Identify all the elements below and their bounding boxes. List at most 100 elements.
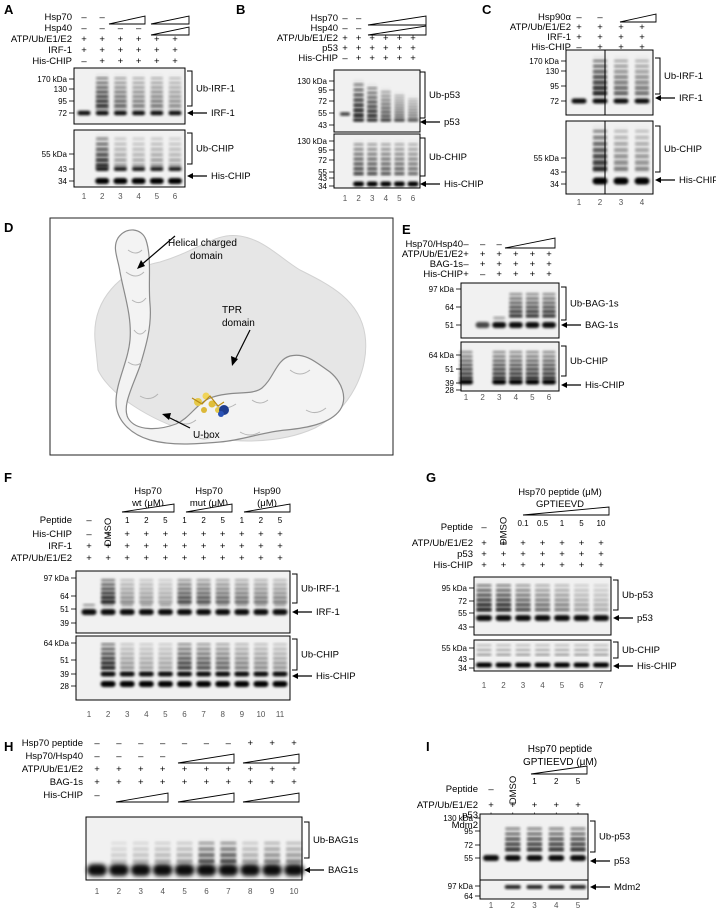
bag1s-band-h (284, 864, 304, 876)
condition-cell: + (124, 529, 130, 540)
ladder-band (353, 83, 364, 86)
ub-p53-i-label: Ub-p53 (599, 832, 630, 843)
ladder-band (593, 65, 607, 68)
ladder-band (158, 652, 173, 655)
ladder-band (548, 837, 564, 841)
ladder-band (132, 859, 149, 863)
irf1-upper (121, 603, 134, 607)
condition-cell: + (163, 553, 169, 564)
ladder-band (169, 86, 181, 89)
ladder-band (525, 306, 539, 309)
ub-smear (132, 838, 149, 864)
mw-marker: 43 (458, 655, 467, 664)
ladder-band (253, 587, 268, 590)
lane-number: 5 (530, 393, 535, 402)
p53-band-g (495, 615, 512, 621)
condition-cell: + (86, 541, 92, 552)
dmso-label: DMSO (508, 776, 519, 805)
condition-label: ATP/Ub/E1/E2 (510, 22, 571, 33)
ladder-band (535, 644, 550, 647)
mw-marker: 72 (550, 97, 559, 106)
ladder-band (132, 847, 149, 851)
irf1-c-arrowhead (655, 95, 661, 101)
condition-cell: + (136, 56, 142, 67)
conc-value: 5 (278, 516, 283, 525)
ladder-band (525, 372, 539, 375)
ladder-band (574, 593, 589, 597)
panel-label: D (4, 220, 13, 235)
ladder-band (509, 301, 523, 304)
ladder-band (535, 584, 550, 587)
conc-value: 5 (163, 516, 168, 525)
condition-cell: + (226, 764, 232, 775)
group-label: Hsp90 (253, 486, 280, 497)
bag1s-h-arrowhead (304, 867, 310, 873)
ladder-band (525, 359, 539, 362)
p53-label: p53 (444, 117, 460, 128)
ladder-band (509, 314, 523, 317)
condition-cell: + (481, 538, 487, 549)
peptide-title: GPTIEEVD (536, 499, 584, 510)
mw-marker: 72 (458, 597, 467, 606)
lane-number: 3 (370, 194, 375, 203)
ladder-band (492, 376, 506, 379)
ladder-band (509, 368, 523, 371)
ladder-band (353, 114, 364, 117)
ladder-band (408, 98, 418, 101)
ladder-band (234, 596, 249, 599)
ub-smear (176, 838, 193, 864)
condition-cell: + (510, 800, 516, 811)
mw-marker: 39 (60, 619, 69, 628)
mw-marker: 55 (318, 168, 327, 177)
ladder-band (286, 853, 302, 857)
mw-marker: 64 (445, 303, 454, 312)
ladder-band (253, 579, 268, 582)
ub-bag-h-label: Ub-BAG1s (313, 835, 359, 846)
ladder-band (353, 88, 364, 91)
ladder-band (177, 657, 192, 660)
ladder-band (158, 579, 173, 582)
ladder-band (132, 841, 149, 845)
condition-cell: – (342, 53, 348, 64)
chip-surface (114, 229, 345, 445)
his-chip-band (459, 379, 473, 385)
ladder-band (614, 59, 628, 62)
ladder-band (593, 86, 607, 89)
tpr-arrow (233, 329, 251, 363)
irf1-band (95, 110, 109, 116)
ladder-band (367, 172, 378, 175)
condition-cell: + (530, 269, 536, 280)
condition-cell: – (94, 738, 100, 749)
ladder-band (574, 648, 589, 652)
ladder-band (367, 148, 378, 151)
ladder-band (593, 70, 607, 73)
ub-chip-band (272, 671, 288, 677)
ladder-band (132, 86, 145, 89)
ladder-band (253, 652, 268, 655)
ladder-band (570, 827, 586, 830)
ub-chip-band (215, 671, 231, 677)
ladder-band (177, 647, 192, 651)
bag1s-band-h (240, 864, 261, 876)
condition-cell: + (530, 259, 536, 270)
condition-label: Hsp70 peptide (22, 738, 83, 749)
ub-chip-e-label: Ub-CHIP (570, 356, 608, 367)
condition-cell: – (116, 751, 122, 762)
ladder-band (114, 77, 127, 80)
ladder-band (196, 661, 211, 665)
ladder-band (515, 598, 531, 602)
ladder-band (614, 70, 628, 73)
ladder-band (139, 596, 154, 599)
condition-cell: – (576, 12, 582, 23)
condition-cell: + (576, 22, 582, 33)
ladder-band (96, 81, 109, 84)
irf1-band-c (634, 98, 650, 104)
ladder-band (367, 105, 378, 108)
ladder-band (234, 643, 249, 646)
ladder-band (154, 847, 171, 851)
ladder-band (353, 162, 364, 165)
ladder-band (614, 81, 628, 84)
condition-cell: + (94, 777, 100, 788)
condition-cell: + (118, 56, 124, 67)
ladder-band (353, 109, 364, 112)
